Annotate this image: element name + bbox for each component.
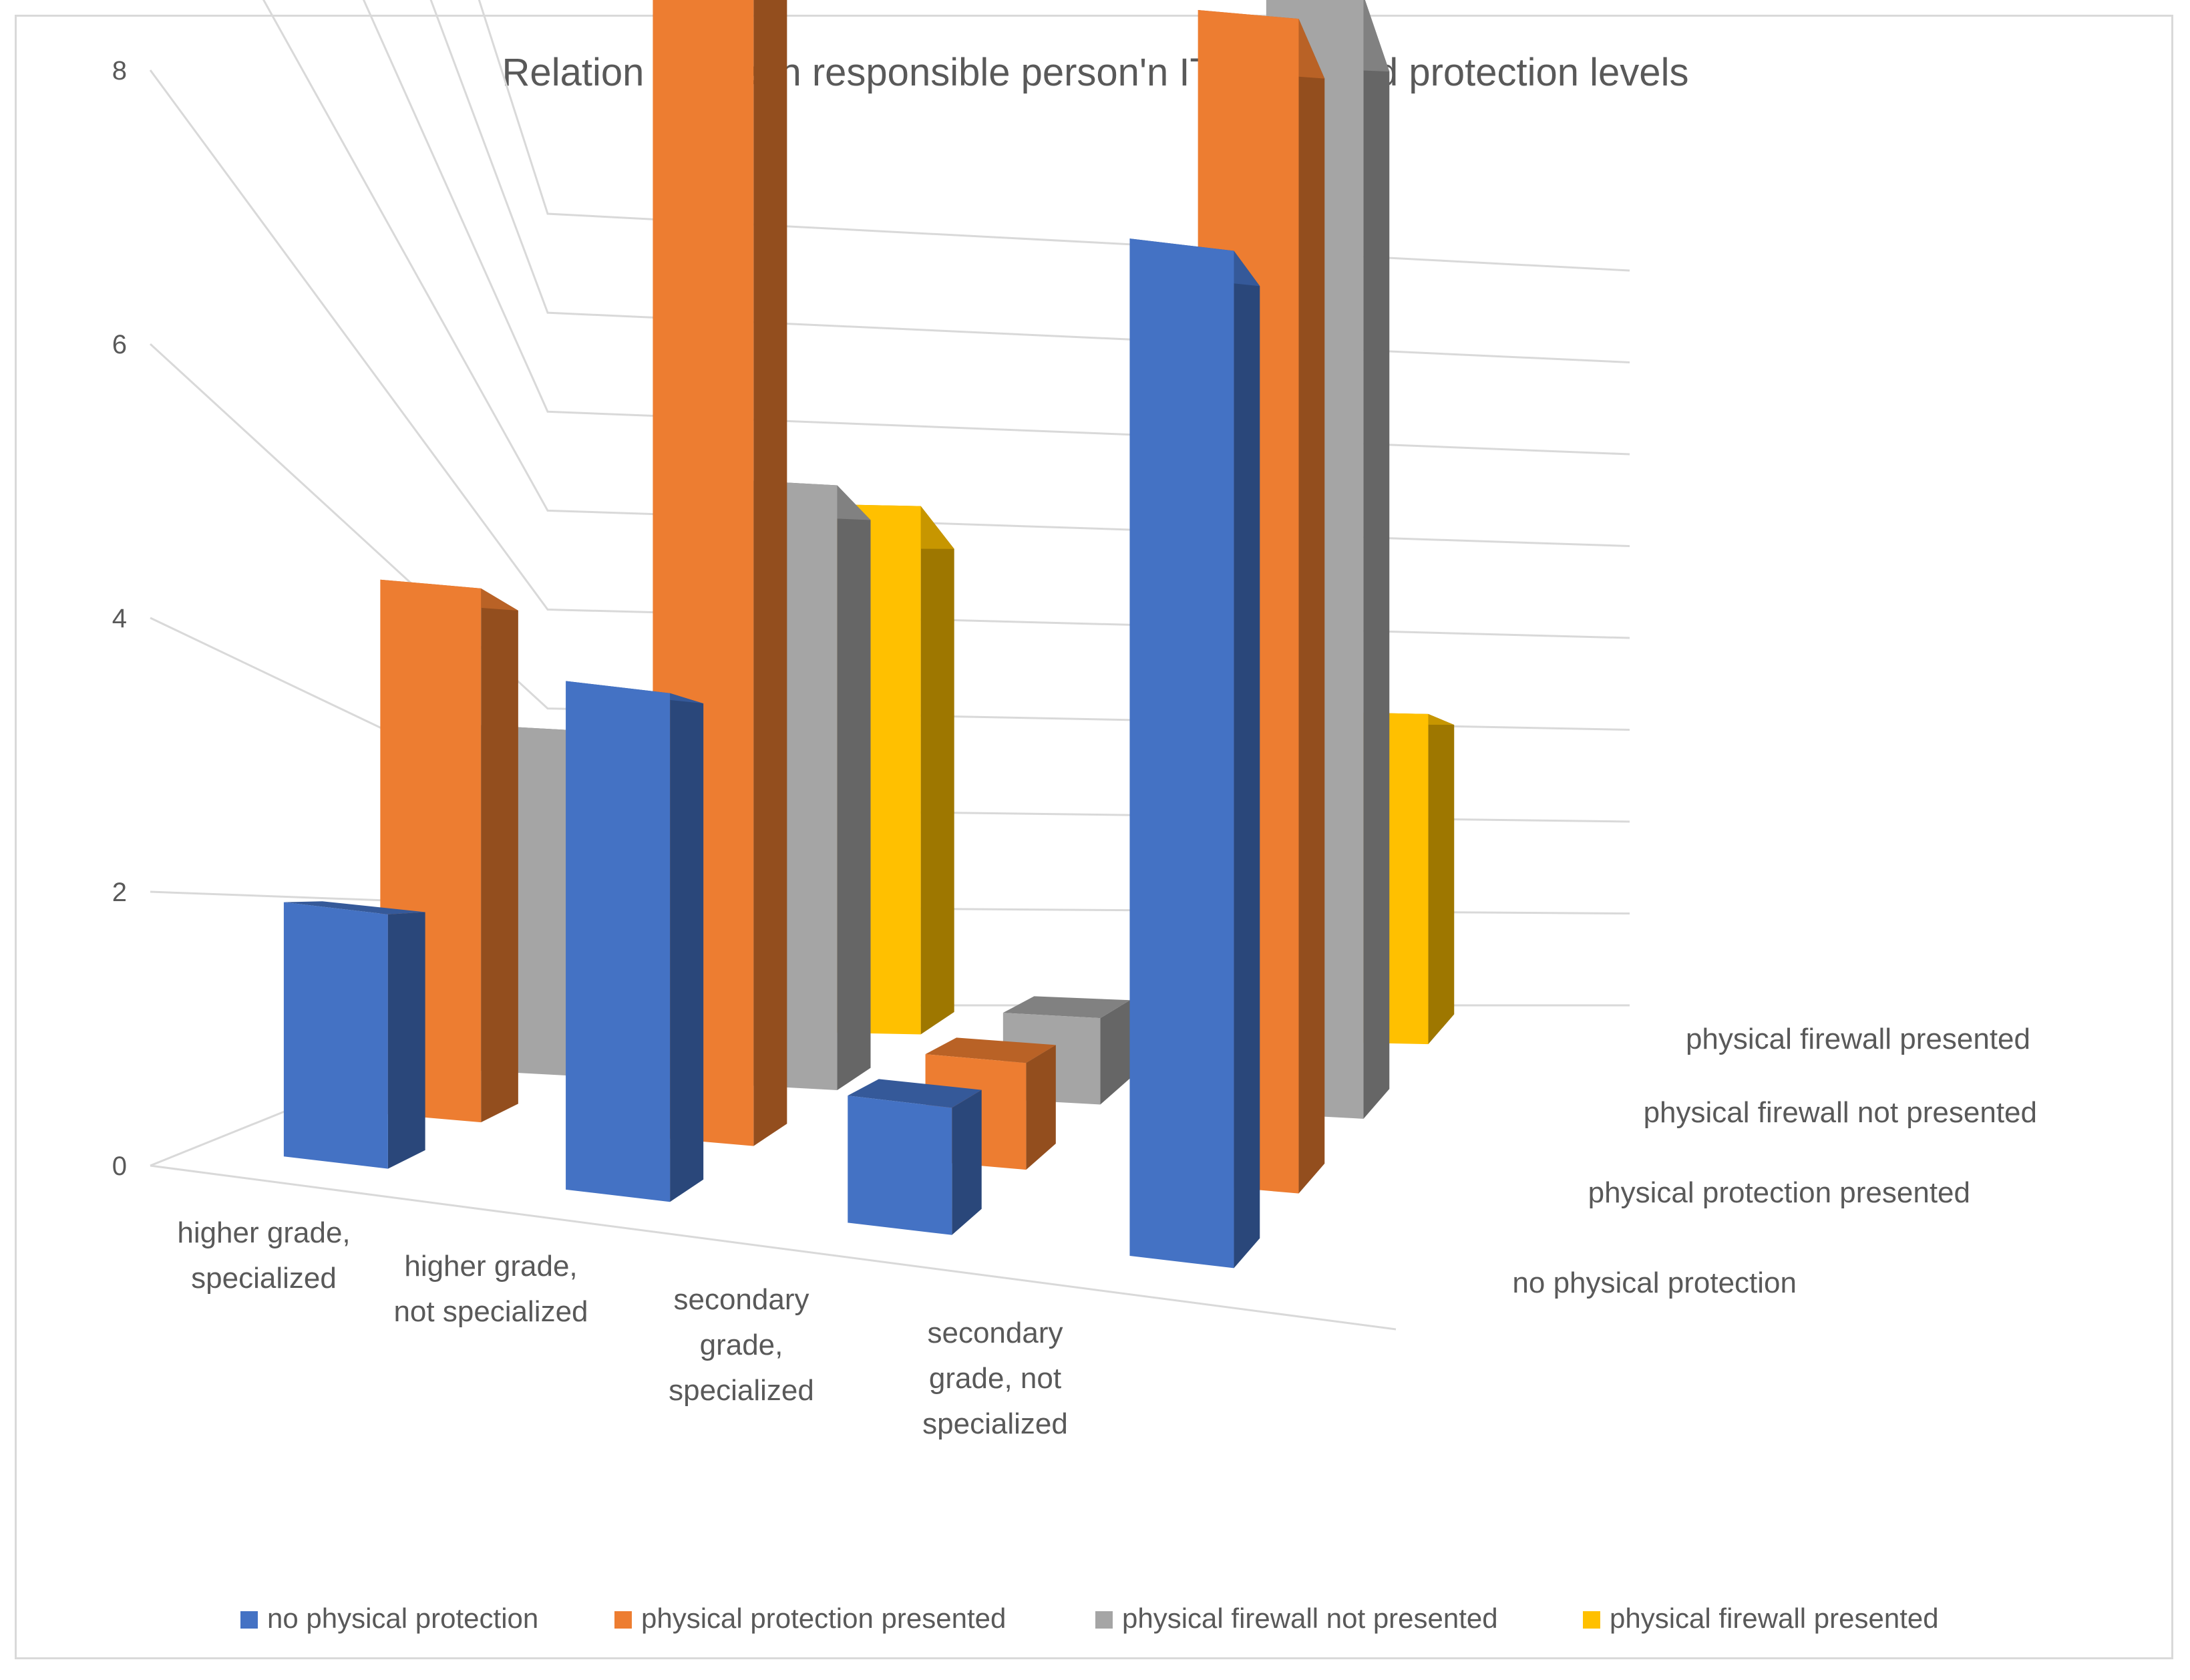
legend-label: physical protection presented (641, 1603, 1006, 1634)
bar-front (566, 681, 671, 1202)
depth-axis-label: physical protection presented (1588, 1176, 1970, 1209)
category-label: higher grade, specialized (177, 1216, 350, 1295)
bar-side (1298, 19, 1325, 1194)
legend-item: physical firewall not presented (1095, 1603, 1498, 1634)
y-tick-label: 8 (112, 56, 127, 86)
y-tick-label: 0 (112, 1152, 127, 1181)
bar-side (753, 0, 787, 1146)
bar (566, 681, 704, 1202)
bar-top (283, 901, 425, 914)
bar (925, 1037, 1056, 1170)
bar-side (920, 506, 954, 1035)
bar-side (481, 588, 518, 1123)
depth-axis-labels: physical firewall presented physical fire… (1512, 1023, 2037, 1299)
y-tick-label: 2 (112, 878, 127, 907)
bar-top (925, 1037, 1056, 1063)
bar-side (1234, 250, 1260, 1269)
legend-item: physical firewall presented (1583, 1603, 1939, 1634)
bar-side (1363, 0, 1390, 1119)
bar-side (837, 485, 871, 1091)
legend-swatch (614, 1611, 632, 1629)
legend-swatch (1095, 1611, 1113, 1629)
bar-front (848, 1096, 952, 1235)
bar-top (848, 1079, 982, 1108)
bar (1129, 238, 1260, 1269)
y-axis-ticks: 02468101214 (112, 56, 127, 1181)
legend-swatch (1583, 1611, 1600, 1629)
chart-area (15, 15, 2173, 1659)
bar-side (670, 693, 704, 1202)
legend: no physical protection physical protectio… (240, 1603, 1939, 1634)
legend-item: physical protection presented (614, 1603, 1006, 1634)
bar-front (1129, 238, 1234, 1269)
bar-side (952, 1089, 982, 1235)
depth-axis-label: no physical protection (1512, 1267, 1797, 1299)
category-label: secondary grade, not specialized (922, 1317, 1068, 1440)
bar-side (1428, 713, 1455, 1045)
bar-side (1026, 1045, 1056, 1170)
y-tick-label: 4 (112, 604, 127, 633)
legend-swatch (240, 1611, 258, 1629)
floor-front-edge (150, 1164, 1397, 1331)
bar-top (1002, 996, 1130, 1019)
bar-side (387, 912, 425, 1169)
depth-axis-label: physical firewall presented (1686, 1023, 2030, 1055)
bar-front (283, 902, 388, 1169)
bar-side (1100, 1000, 1130, 1105)
legend-label: physical firewall not presented (1122, 1603, 1498, 1634)
category-labels: higher grade, specialized higher grade, not… (177, 1216, 1067, 1440)
gridline (478, 0, 1630, 272)
legend-item: no physical protection (240, 1603, 538, 1634)
category-label: higher grade, not specialized (393, 1250, 588, 1328)
legend-label: physical firewall presented (1610, 1603, 1939, 1634)
depth-axis-label: physical firewall not presented (1644, 1096, 2037, 1129)
bars (283, 0, 1455, 1269)
category-label: secondary grade, specialized (669, 1283, 814, 1407)
legend-label: no physical protection (267, 1603, 538, 1634)
bar (848, 1079, 982, 1235)
bar (283, 901, 425, 1169)
y-tick-label: 6 (112, 330, 127, 359)
